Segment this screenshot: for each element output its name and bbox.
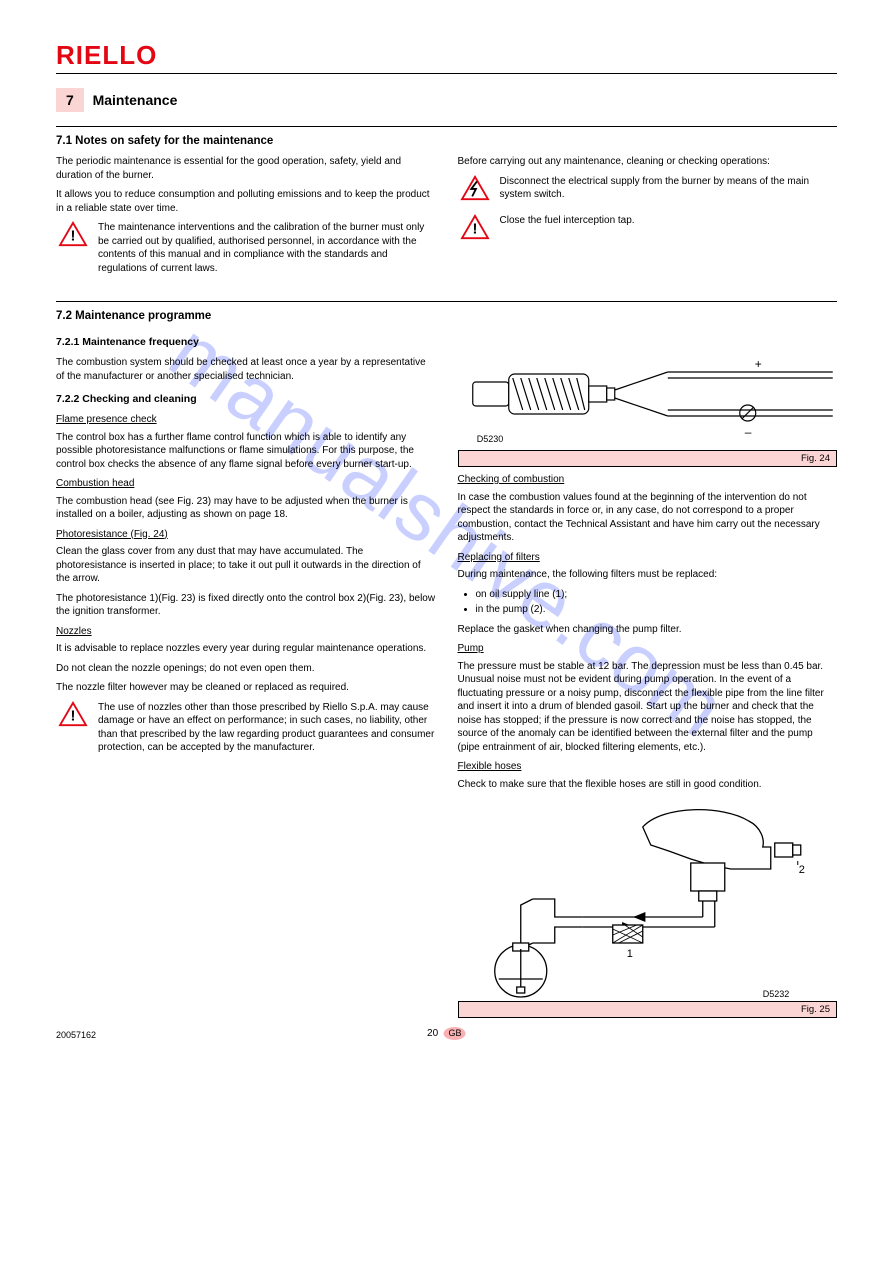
figure-number: D5230 (476, 434, 503, 444)
svg-text:!: ! (71, 708, 76, 724)
text: In case the combustion values found at t… (458, 491, 838, 545)
warning-icon: ! (58, 701, 88, 727)
footer-code: 20057162 (56, 1030, 96, 1040)
header-rule (56, 73, 837, 74)
heading-7-2-2: 7.2.2 Checking and cleaning (56, 393, 436, 405)
list-item: in the pump (2). (476, 603, 838, 617)
subhead: Flame presence check (56, 413, 436, 427)
text: The control box has a further flame cont… (56, 431, 436, 472)
text: During maintenance, the following filter… (458, 568, 838, 582)
text: The pressure must be stable at 12 bar. T… (458, 660, 838, 755)
photoresistance-diagram: + – D5230 (458, 338, 838, 448)
divider (56, 301, 837, 302)
label-1: 1 (626, 948, 632, 960)
section-title: Maintenance (93, 88, 178, 108)
heading-7-1: 7.1 Notes on safety for the maintenance (56, 135, 837, 147)
col-left-7-1: The periodic maintenance is essential fo… (56, 155, 436, 287)
section-number-chip: 7 (56, 88, 84, 112)
filter-circuit-diagram: 1 2 D5232 (458, 799, 838, 999)
text: Clean the glass cover from any dust that… (56, 545, 436, 586)
svg-text:!: ! (71, 229, 76, 245)
subhead: Photoresistance (Fig. 24) (56, 528, 436, 542)
subhead: Nozzles (56, 625, 436, 639)
heading-7-2: 7.2 Maintenance programme (56, 310, 837, 322)
svg-text:!: ! (472, 221, 477, 237)
subhead: Pump (458, 642, 838, 656)
text: It allows you to reduce consumption and … (56, 188, 436, 215)
text: Check to make sure that the flexible hos… (458, 778, 838, 792)
text: The combustion head (see Fig. 23) may ha… (56, 495, 436, 522)
minus-label: – (744, 425, 751, 439)
filter-list: on oil supply line (1); in the pump (2). (458, 588, 838, 617)
plus-label: + (754, 357, 761, 371)
subhead: Replacing of filters (458, 551, 838, 565)
col-right-7-1: Before carrying out any maintenance, cle… (458, 155, 838, 287)
danger-electric-icon (460, 175, 490, 201)
subhead: Checking of combustion (458, 473, 838, 487)
figure-25: 1 2 D5232 Fig. 25 (458, 799, 838, 1018)
figure-number: D5232 (762, 989, 789, 999)
warning-icon: ! (460, 214, 490, 240)
figure-24: + – D5230 Fig. 24 (458, 338, 838, 467)
warning-icon: ! (58, 221, 88, 247)
page-number: 20 GB (427, 1027, 466, 1040)
figure-caption: Fig. 25 (458, 1001, 838, 1018)
divider (56, 126, 837, 127)
col-left-7-2: 7.2.1 Maintenance frequency The combusti… (56, 330, 436, 1022)
text: Replace the gasket when changing the pum… (458, 623, 838, 637)
page-number-value: 20 (427, 1028, 438, 1039)
subhead: Combustion head (56, 477, 436, 491)
text: The periodic maintenance is essential fo… (56, 155, 436, 182)
warning-text: The use of nozzles other than those pres… (98, 701, 436, 755)
text: The photoresistance 1)(Fig. 23) is fixed… (56, 592, 436, 619)
text: Do not clean the nozzle openings; do not… (56, 662, 436, 676)
danger-text: Disconnect the electrical supply from th… (500, 175, 838, 202)
page-lang-badge: GB (444, 1027, 466, 1040)
heading-7-2-1: 7.2.1 Maintenance frequency (56, 336, 436, 348)
text: The nozzle filter however may be cleaned… (56, 681, 436, 695)
figure-caption: Fig. 24 (458, 450, 838, 467)
brand-logo: RIELLO (56, 40, 837, 71)
text: It is advisable to replace nozzles every… (56, 642, 436, 656)
col-right-7-2: + – D5230 Fig. 24 Checking of combustion… (458, 330, 838, 1022)
label-2: 2 (798, 864, 804, 876)
list-item: on oil supply line (1); (476, 588, 838, 602)
text: Before carrying out any maintenance, cle… (458, 155, 838, 169)
subhead: Flexible hoses (458, 760, 838, 774)
text: The combustion system should be checked … (56, 356, 436, 383)
warning-text: The maintenance interventions and the ca… (98, 221, 436, 275)
warning-text: Close the fuel interception tap. (500, 214, 838, 228)
